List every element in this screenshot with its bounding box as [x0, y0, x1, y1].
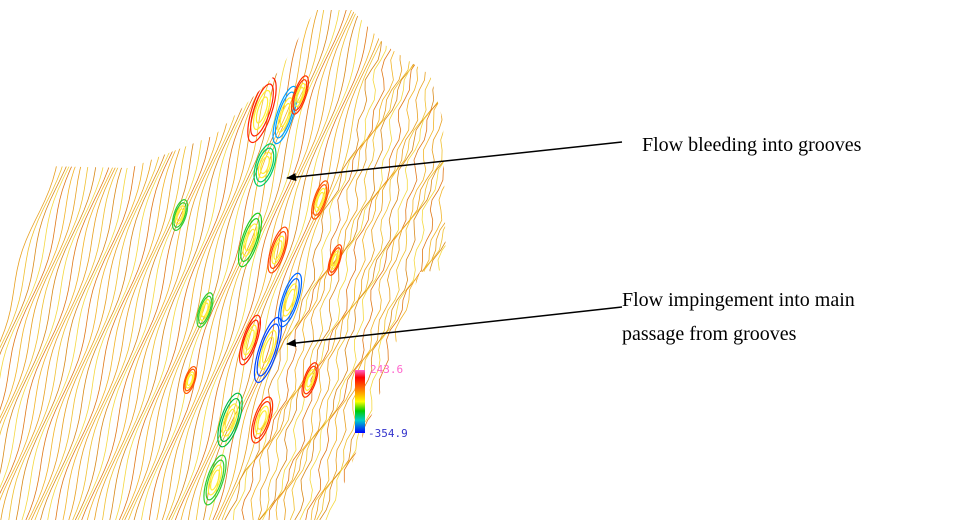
arrow — [287, 307, 622, 344]
contour-blob — [234, 211, 267, 269]
figure: 243.6 -354.9 Flow bleeding into grooves … — [0, 0, 977, 520]
contour-line — [122, 0, 286, 520]
contour-blob — [325, 243, 344, 277]
contour-line — [421, 0, 591, 520]
contour-line — [320, 0, 493, 520]
contour-blob — [288, 74, 312, 116]
contour-line — [428, 0, 596, 520]
contour-line — [360, 0, 536, 520]
contour-line — [352, 0, 510, 520]
contour-line — [397, 0, 561, 520]
contour-line — [73, 0, 233, 520]
contour-line — [218, 0, 387, 520]
contour-blob — [238, 318, 262, 361]
contour-line — [75, 0, 239, 520]
contour-line — [300, 0, 461, 520]
contour-blob — [259, 156, 271, 175]
contour-blob — [181, 365, 199, 395]
colorbar-min: -354.9 — [368, 427, 408, 440]
contour-line — [368, 0, 545, 520]
contour-line — [356, 0, 529, 520]
contour-line — [242, 0, 412, 520]
contour-blob — [277, 277, 303, 324]
contour-line — [157, 0, 318, 520]
annotation: passage from grooves — [622, 323, 797, 345]
contour-line — [213, 0, 373, 520]
contour-line — [0, 0, 106, 520]
contour-line — [416, 0, 587, 520]
annotation: Flow impingement into main — [622, 289, 855, 311]
contour-line — [0, 0, 168, 520]
contour-line — [0, 0, 114, 520]
contour-line — [355, 0, 520, 520]
contour-blob — [256, 151, 274, 179]
contour-line — [385, 0, 549, 520]
contour-line — [26, 0, 186, 520]
contour-line — [260, 0, 427, 520]
contour-blob — [299, 361, 322, 399]
contour-line — [0, 0, 161, 520]
colorbar-max: 243.6 — [370, 363, 403, 376]
contour-line — [355, 0, 512, 520]
contour-line — [116, 0, 275, 520]
contour-line — [119, 0, 279, 520]
arrow — [287, 142, 622, 178]
contour-plot — [0, 0, 595, 520]
contour-line — [171, 0, 340, 520]
colorbar — [355, 370, 365, 433]
contour-blob — [237, 217, 263, 264]
contour-line — [284, 0, 453, 520]
contour-line — [344, 0, 508, 520]
contour-line — [69, 0, 228, 520]
contour-line — [402, 0, 570, 520]
contour-line — [29, 0, 193, 520]
contour-line — [326, 0, 499, 520]
annotation: Flow bleeding into grooves — [642, 134, 862, 156]
contour-line — [22, 0, 181, 520]
